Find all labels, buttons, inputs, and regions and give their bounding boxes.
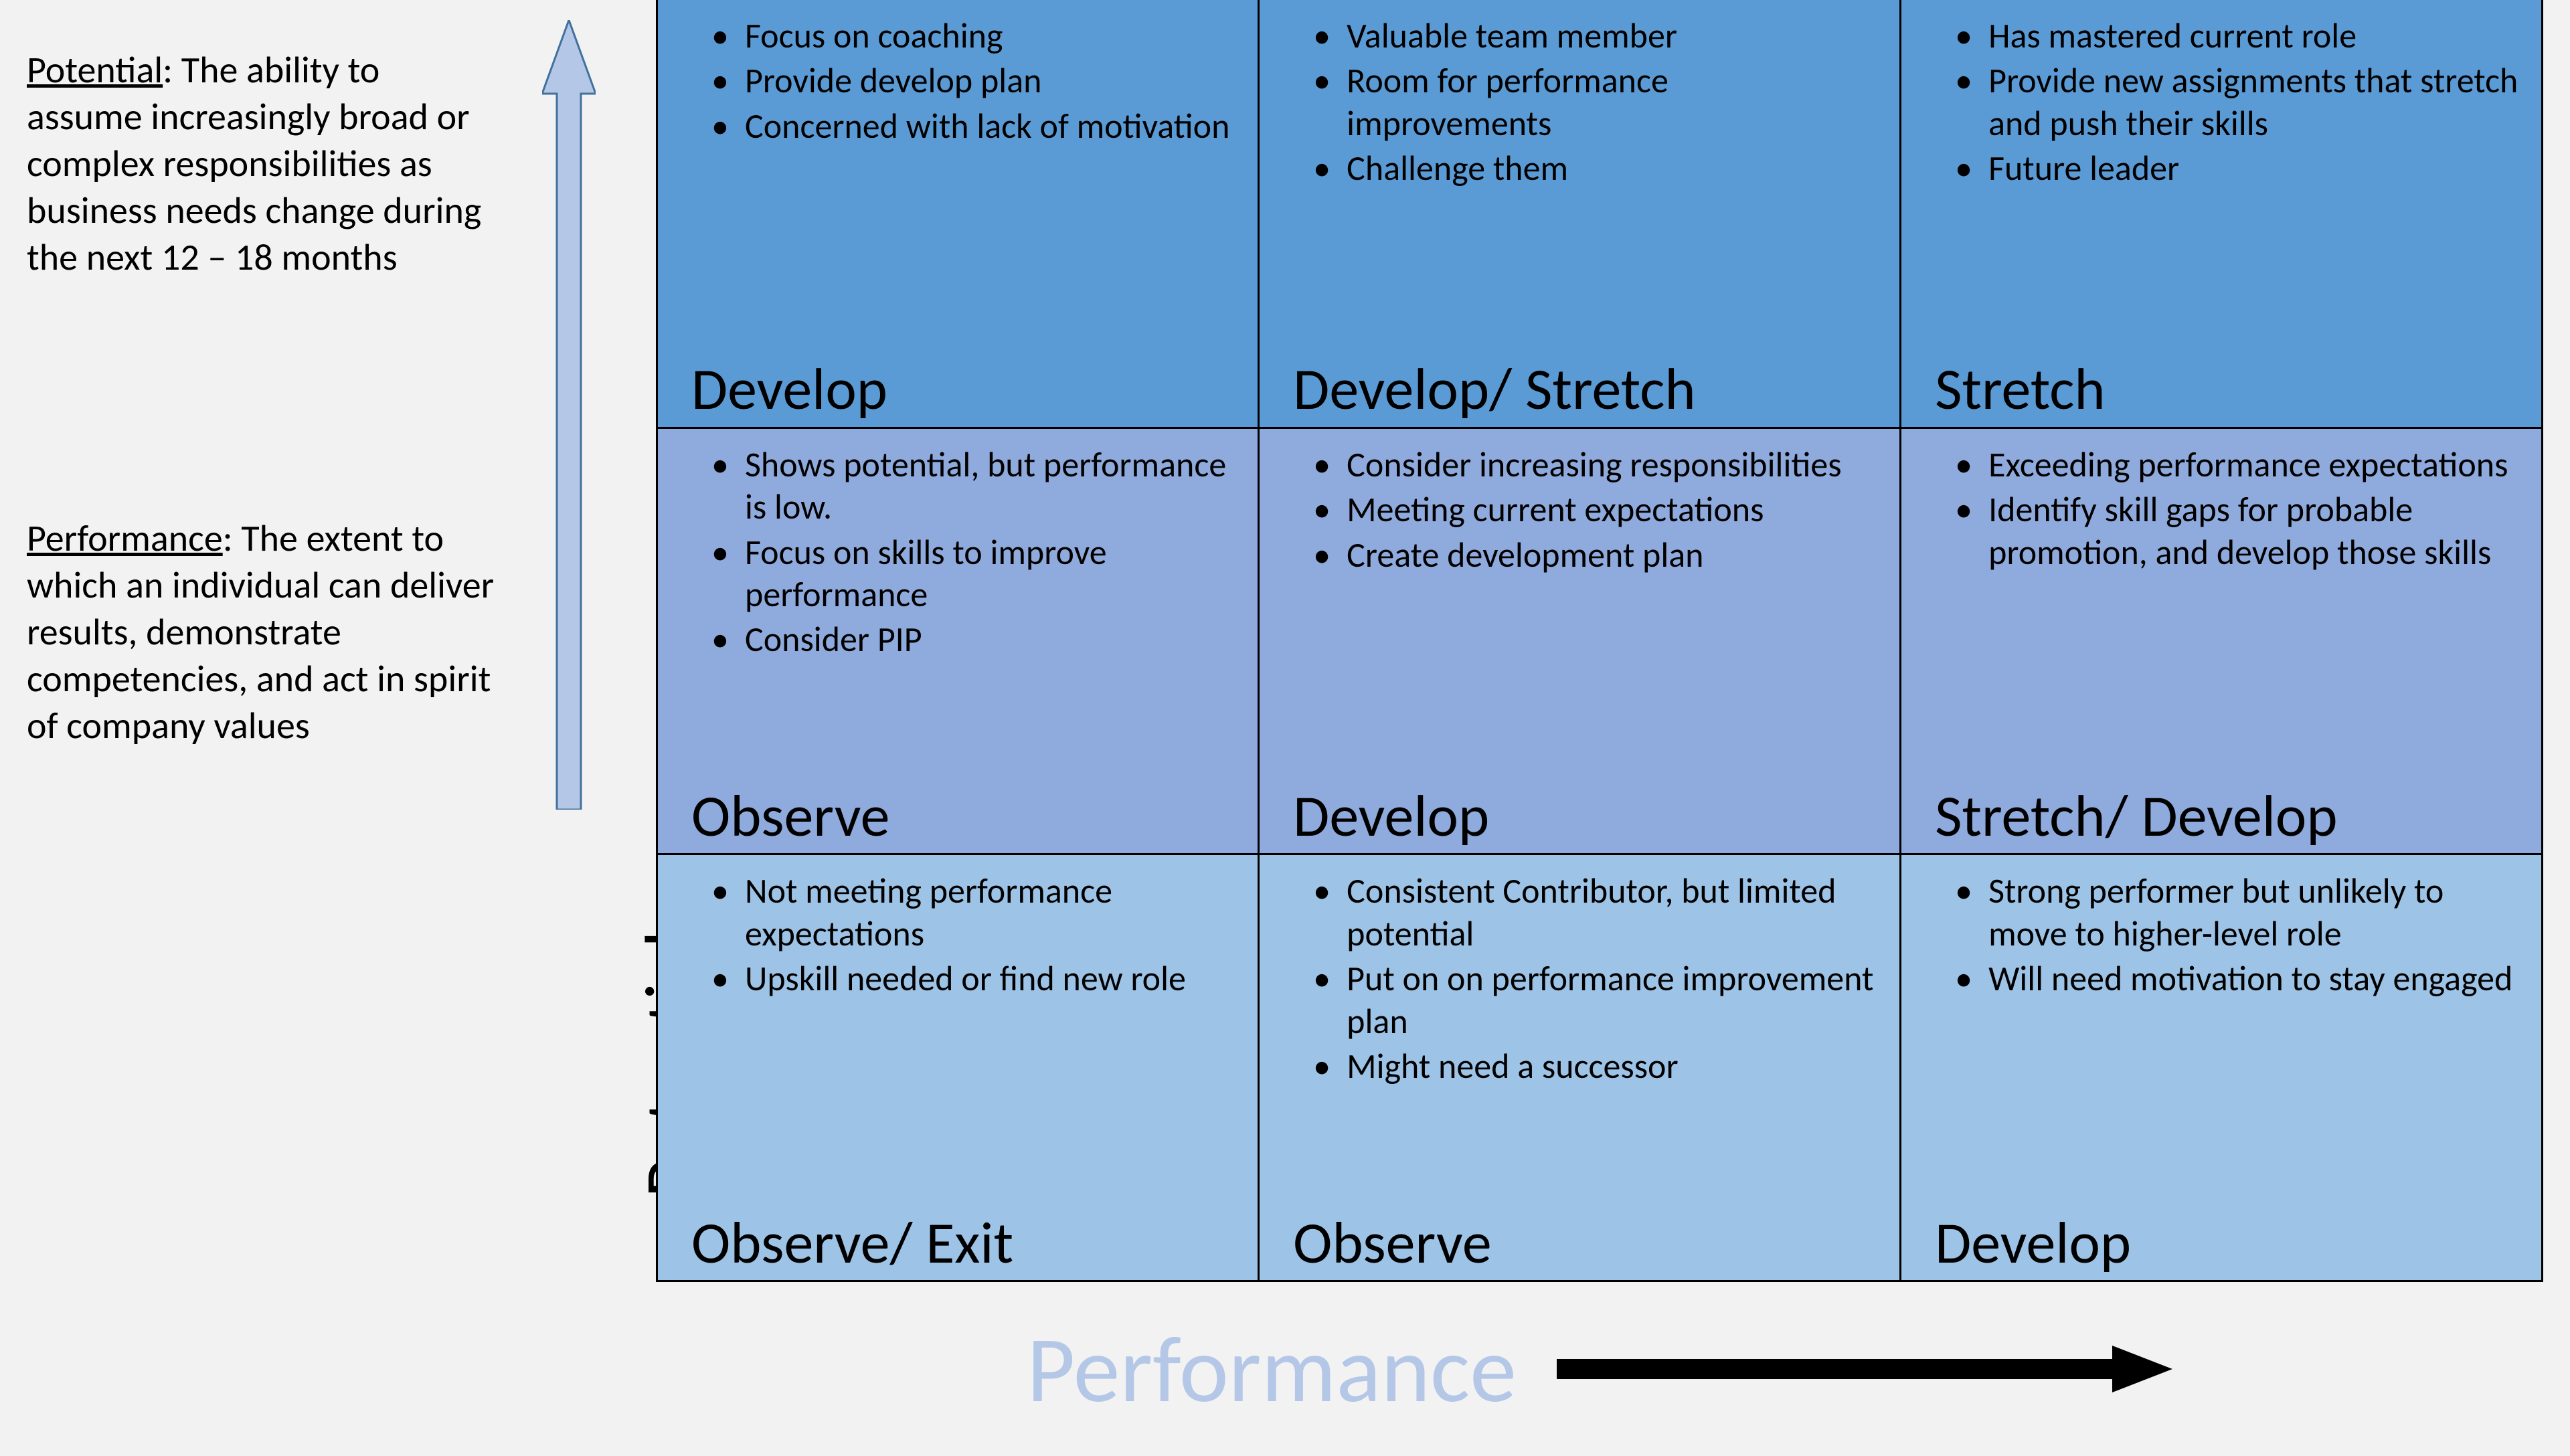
cell-bullet: Shows potential, but performance is low.: [711, 444, 1237, 529]
cell-bullets: Consider increasing responsibilitiesMeet…: [1286, 444, 1879, 785]
cell-bullet: Room for performance improvements: [1313, 60, 1879, 145]
cell-bullet: Consider increasing responsibilities: [1313, 444, 1879, 486]
matrix-cell: Strong performer but unlikely to move to…: [1899, 853, 2541, 1280]
cell-bullet: Identify skill gaps for probable promoti…: [1955, 488, 2521, 573]
nine-box-matrix: Focus on coachingProvide develop planCon…: [656, 0, 2543, 1282]
cell-title: Develop/ Stretch: [1286, 358, 1879, 420]
cell-title: Develop: [685, 358, 1237, 420]
cell-bullet: Meeting current expectations: [1313, 488, 1879, 531]
cell-title: Develop: [1286, 785, 1879, 846]
x-axis: Performance: [656, 1302, 2543, 1436]
definitions-panel: Potential: The ability to assume increas…: [0, 0, 515, 1456]
cell-bullet: Provide develop plan: [711, 60, 1237, 102]
cell-bullets: Not meeting performance expectationsUpsk…: [685, 870, 1237, 1211]
matrix-cell: Not meeting performance expectationsUpsk…: [658, 853, 1258, 1280]
cell-bullet: Focus on skills to improve performance: [711, 531, 1237, 616]
definition-potential-title: Potential: [27, 48, 163, 93]
cell-bullet: Consistent Contributor, but limited pote…: [1313, 870, 1879, 955]
cell-bullets: Has mastered current roleProvide new ass…: [1928, 15, 2521, 358]
y-axis: Potential: [515, 0, 656, 1456]
cell-bullets: Consistent Contributor, but limited pote…: [1286, 870, 1879, 1211]
matrix-cell: Consistent Contributor, but limited pote…: [1258, 853, 1899, 1280]
cell-title: Stretch: [1928, 358, 2521, 420]
definition-performance: Performance: The extent to which an indi…: [27, 515, 502, 749]
cell-bullet: Focus on coaching: [711, 15, 1237, 57]
cell-bullets: Exceeding performance expectationsIdenti…: [1928, 444, 2521, 785]
matrix-cell: Valuable team memberRoom for performance…: [1258, 0, 1899, 427]
x-axis-label: Performance: [1027, 1312, 1517, 1427]
cell-bullet: Future leader: [1955, 147, 2521, 189]
cell-bullet: Upskill needed or find new role: [711, 958, 1237, 1000]
cell-title: Observe/ Exit: [685, 1212, 1237, 1273]
definition-potential: Potential: The ability to assume increas…: [27, 47, 502, 281]
cell-title: Develop: [1928, 1212, 2521, 1273]
cell-bullet: Consider PIP: [711, 618, 1237, 660]
cell-bullet: Challenge them: [1313, 147, 1879, 189]
cell-bullet: Put on on performance improvement plan: [1313, 958, 1879, 1042]
cell-title: Observe: [685, 785, 1237, 846]
cell-bullet: Provide new assignments that stretch and…: [1955, 60, 2521, 145]
cell-bullet: Has mastered current role: [1955, 15, 2521, 57]
cell-bullet: Valuable team member: [1313, 15, 1879, 57]
definition-performance-title: Performance: [27, 516, 223, 561]
cell-bullet: Not meeting performance expectations: [711, 870, 1237, 955]
cell-bullet: Might need a successor: [1313, 1045, 1879, 1087]
matrix-cell: Exceeding performance expectationsIdenti…: [1899, 427, 2541, 854]
cell-title: Stretch/ Develop: [1928, 785, 2521, 846]
cell-bullets: Valuable team memberRoom for performance…: [1286, 15, 1879, 358]
nine-box-diagram: Potential: The ability to assume increas…: [0, 0, 2570, 1456]
matrix-cell: Focus on coachingProvide develop planCon…: [658, 0, 1258, 427]
right-arrow-icon: [1557, 1346, 2172, 1392]
matrix-cell: Has mastered current roleProvide new ass…: [1899, 0, 2541, 427]
cell-bullet: Concerned with lack of motivation: [711, 105, 1237, 147]
matrix-zone: Focus on coachingProvide develop planCon…: [656, 0, 2570, 1456]
cell-title: Observe: [1286, 1212, 1879, 1273]
cell-bullets: Focus on coachingProvide develop planCon…: [685, 15, 1237, 358]
cell-bullet: Exceeding performance expectations: [1955, 444, 2521, 486]
cell-bullet: Will need motivation to stay engaged: [1955, 958, 2521, 1000]
cell-bullets: Shows potential, but performance is low.…: [685, 444, 1237, 785]
cell-bullets: Strong performer but unlikely to move to…: [1928, 870, 2521, 1211]
cell-bullet: Create development plan: [1313, 534, 1879, 576]
up-arrow-icon: [542, 20, 596, 810]
matrix-cell: Consider increasing responsibilitiesMeet…: [1258, 427, 1899, 854]
matrix-cell: Shows potential, but performance is low.…: [658, 427, 1258, 854]
cell-bullet: Strong performer but unlikely to move to…: [1955, 870, 2521, 955]
